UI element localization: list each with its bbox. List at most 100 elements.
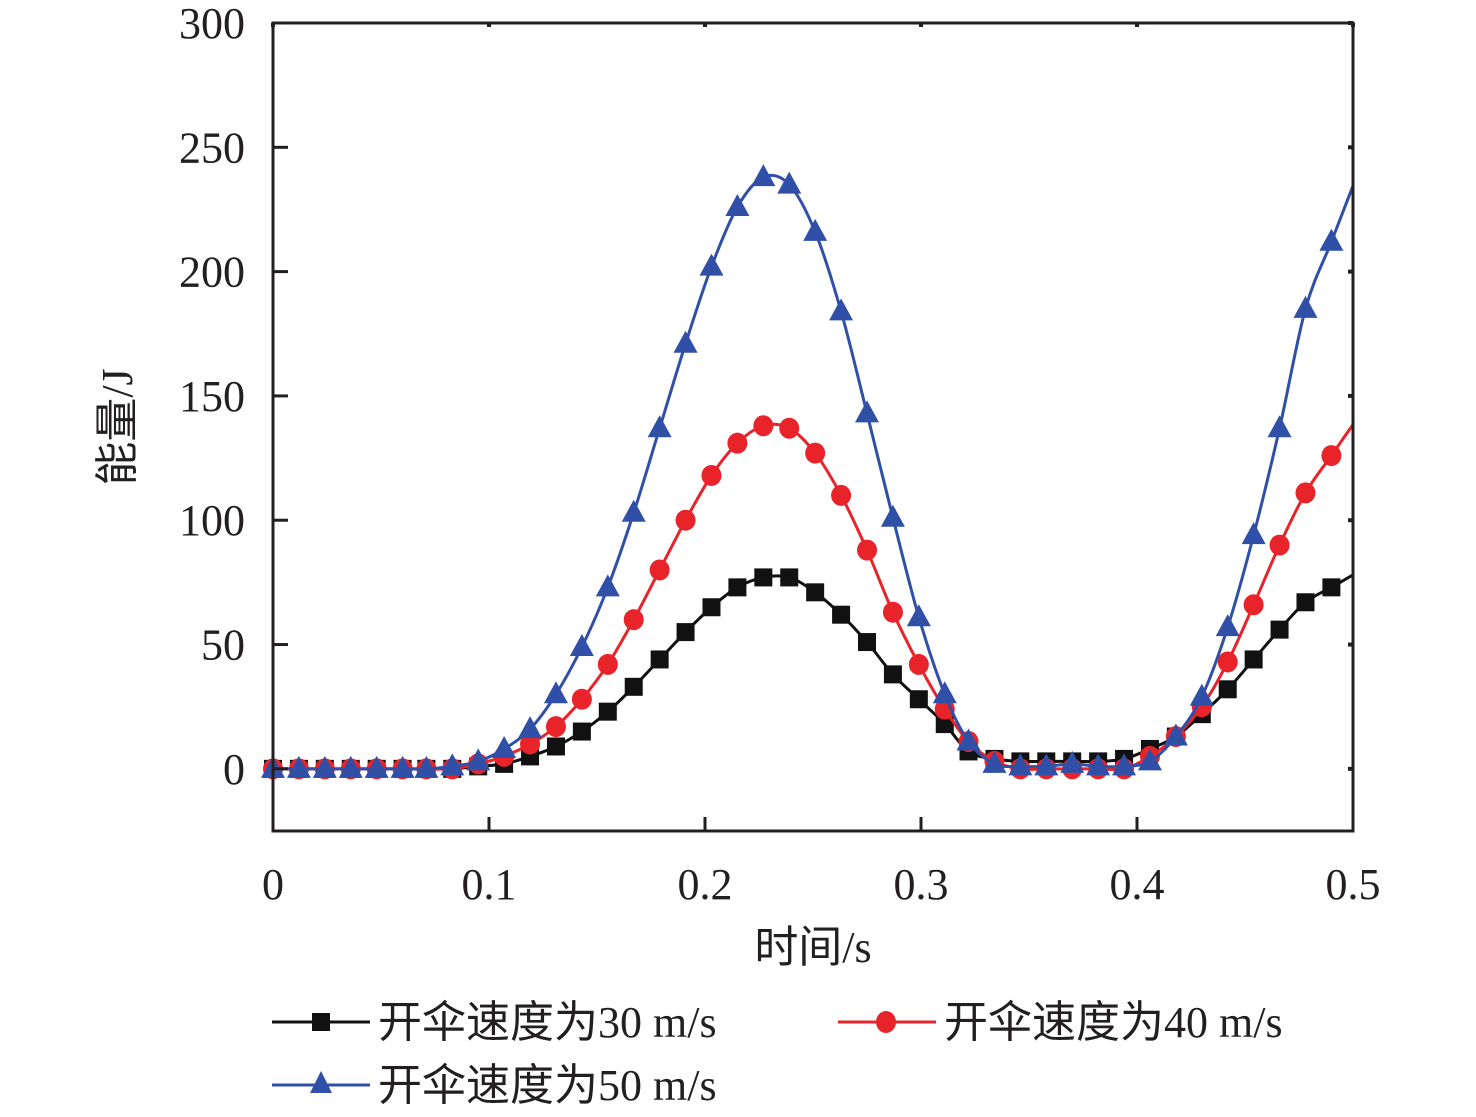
data-point-triangle bbox=[1215, 614, 1240, 637]
data-point-triangle bbox=[956, 728, 981, 751]
x-tick-label: 0 bbox=[262, 860, 284, 909]
data-point-triangle bbox=[492, 735, 517, 758]
data-point-triangle bbox=[1241, 522, 1266, 545]
data-point-triangle bbox=[751, 164, 776, 187]
data-point-square bbox=[546, 737, 565, 756]
data-point-triangle bbox=[647, 415, 672, 438]
legend-marker-circle bbox=[876, 1011, 896, 1033]
data-point-triangle bbox=[286, 755, 311, 778]
legend-label-40: 开伞速度为40 m/s bbox=[944, 998, 1283, 1047]
data-point-triangle bbox=[803, 218, 828, 241]
data-point-circle bbox=[675, 509, 696, 531]
tick-label-layer: 0 0.1 0.2 0.3 0.4 0.5 0 50 100 150 200 250 300 bbox=[179, 0, 1381, 909]
data-point-circle bbox=[597, 653, 618, 675]
data-point-square bbox=[754, 568, 773, 587]
data-point-circle bbox=[779, 417, 800, 439]
legend-item-30: 开伞速度为30 m/s bbox=[272, 998, 717, 1047]
data-point-triangle bbox=[1060, 750, 1085, 773]
data-point-triangle bbox=[880, 504, 905, 527]
data-point-triangle bbox=[982, 750, 1007, 773]
data-point-triangle bbox=[1008, 753, 1033, 776]
legend: 开伞速度为30 m/s 开伞速度为40 m/s 开伞速度为50 m/s bbox=[272, 998, 1283, 1110]
data-point-triangle bbox=[595, 574, 620, 597]
data-point-triangle bbox=[855, 400, 879, 423]
x-tick-label: 0.3 bbox=[894, 860, 949, 909]
data-point-circle bbox=[882, 601, 903, 623]
y-tick-label: 250 bbox=[179, 123, 245, 172]
data-point-triangle bbox=[1293, 295, 1318, 318]
data-point-circle bbox=[1269, 534, 1290, 556]
x-tick-label: 0.2 bbox=[678, 860, 733, 909]
data-point-triangle bbox=[932, 681, 957, 704]
data-point-triangle bbox=[390, 755, 415, 778]
data-point-triangle bbox=[673, 330, 698, 353]
series-line-triangle bbox=[273, 173, 1353, 771]
y-tick-label: 150 bbox=[179, 372, 245, 421]
data-point-triangle bbox=[621, 499, 646, 522]
legend-label-30: 开伞速度为30 m/s bbox=[378, 998, 717, 1047]
data-point-triangle bbox=[1086, 753, 1111, 776]
data-point-circle bbox=[545, 716, 566, 738]
data-point-triangle bbox=[569, 634, 594, 657]
data-point-triangle bbox=[1137, 748, 1162, 771]
data-point-square bbox=[1322, 578, 1341, 597]
data-point-triangle bbox=[1267, 415, 1292, 438]
data-point-square bbox=[1296, 593, 1315, 612]
data-point-circle bbox=[701, 464, 722, 486]
data-point-triangle bbox=[414, 755, 439, 778]
data-point-square bbox=[832, 605, 851, 624]
legend-label-50: 开伞速度为50 m/s bbox=[378, 1061, 717, 1110]
data-point-square bbox=[650, 650, 669, 669]
data-point-square bbox=[780, 568, 799, 587]
data-point-triangle bbox=[518, 716, 543, 739]
y-tick-label: 0 bbox=[223, 745, 245, 794]
y-axis-title: 能量/J bbox=[93, 368, 142, 485]
legend-item-40: 开伞速度为40 m/s bbox=[838, 998, 1283, 1047]
data-point-square bbox=[1218, 680, 1237, 699]
data-point-square bbox=[702, 598, 721, 617]
series-line-square bbox=[273, 573, 1353, 771]
data-point-square bbox=[572, 722, 591, 741]
data-point-circle bbox=[520, 733, 541, 755]
data-point-circle bbox=[1295, 482, 1316, 504]
data-point-circle bbox=[1217, 651, 1238, 673]
series-triangle bbox=[261, 164, 1353, 778]
data-point-square bbox=[858, 633, 876, 652]
data-point-triangle bbox=[1319, 228, 1344, 251]
data-point-circle bbox=[908, 653, 929, 675]
data-point-triangle bbox=[338, 755, 363, 778]
data-point-circle bbox=[857, 539, 877, 561]
data-point-triangle bbox=[312, 755, 337, 778]
x-tick-label: 0.5 bbox=[1326, 860, 1381, 909]
data-point-triangle bbox=[777, 171, 802, 194]
data-point-triangle bbox=[1034, 753, 1059, 776]
x-tick-label: 0.1 bbox=[462, 860, 517, 909]
data-point-triangle bbox=[466, 748, 491, 771]
data-point-triangle bbox=[440, 753, 465, 776]
legend-marker-square bbox=[312, 1013, 330, 1031]
data-point-square bbox=[728, 578, 747, 597]
data-point-square bbox=[935, 715, 954, 734]
data-point-square bbox=[598, 702, 617, 721]
data-point-circle bbox=[831, 484, 852, 506]
data-point-circle bbox=[623, 609, 644, 631]
data-point-triangle bbox=[1189, 683, 1214, 706]
x-tick-label: 0.4 bbox=[1110, 860, 1165, 909]
data-point-square bbox=[909, 690, 928, 709]
tick-layer bbox=[271, 21, 1355, 831]
data-point-circle bbox=[649, 559, 670, 581]
data-point-circle bbox=[805, 442, 826, 464]
series-square bbox=[264, 568, 1353, 778]
y-tick-label: 50 bbox=[201, 621, 245, 670]
data-point-circle bbox=[1321, 445, 1342, 467]
data-point-triangle bbox=[543, 681, 568, 704]
y-tick-label: 300 bbox=[179, 0, 245, 48]
data-point-triangle bbox=[906, 604, 931, 627]
legend-item-50: 开伞速度为50 m/s bbox=[272, 1061, 717, 1110]
data-point-square bbox=[806, 583, 825, 602]
data-point-square bbox=[676, 623, 695, 642]
data-point-circle bbox=[753, 415, 774, 437]
data-point-square bbox=[1244, 650, 1263, 669]
data-point-square bbox=[624, 677, 643, 696]
